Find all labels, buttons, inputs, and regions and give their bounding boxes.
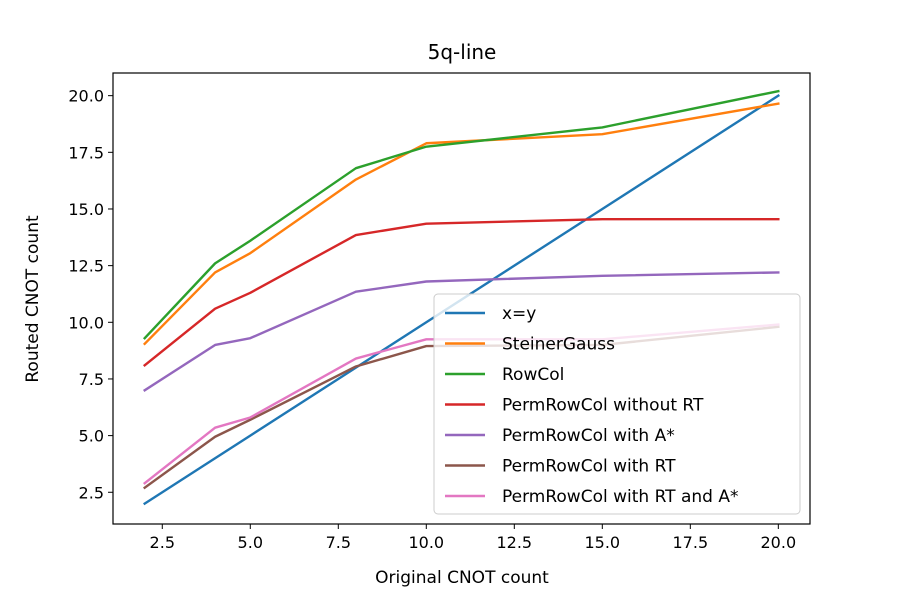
y-tick-label: 5.0: [79, 427, 104, 446]
x-tick-label: 17.5: [673, 533, 709, 552]
legend: x=y SteinerGauss RowCol PermRowCol without …: [433, 293, 801, 515]
plot-frame: [112, 72, 811, 525]
y-tick-label: 20.0: [68, 87, 104, 106]
x-tick-label: 15.0: [584, 533, 620, 552]
legend-label-1: SteinerGauss: [502, 335, 615, 355]
x-tick-label: 10.0: [408, 533, 444, 552]
x-axis-label: Original CNOT count: [375, 568, 549, 588]
legend-label-3: PermRowCol without RT: [502, 396, 704, 416]
x-tick-label: 2.5: [150, 533, 175, 552]
x-axis: 2.5 5.0 7.5 10.0 12.5 15.0 17.5 20.0: [150, 524, 797, 552]
series-line-1: [142, 102, 780, 346]
y-tick-label: 15.0: [68, 200, 104, 219]
x-tick-label: 7.5: [326, 533, 351, 552]
y-tick-label: 10.0: [68, 313, 104, 332]
legend-label-6: PermRowCol with RT and A*: [502, 487, 738, 507]
y-tick-label: 2.5: [79, 483, 104, 502]
y-tick-label: 7.5: [79, 370, 104, 389]
y-axis-label: Routed CNOT count: [23, 215, 43, 383]
series-line-3: [142, 217, 780, 368]
y-tick-label: 17.5: [68, 143, 104, 162]
legend-label-0: x=y: [502, 304, 536, 324]
series-line-4: [143, 271, 780, 392]
chart-title: 5q-line: [428, 40, 497, 64]
x-tick-label: 12.5: [496, 533, 532, 552]
legend-box: [433, 293, 801, 515]
x-tick-label: 5.0: [238, 533, 263, 552]
series-layer: [142, 89, 780, 506]
y-tick-label: 12.5: [68, 257, 104, 276]
legend-items: x=y SteinerGauss RowCol PermRowCol without …: [445, 304, 738, 507]
legend-label-5: PermRowCol with RT: [502, 457, 676, 477]
series-line-2: [142, 89, 780, 340]
x-tick-label: 20.0: [761, 533, 797, 552]
y-axis: 2.5 5.0 7.5 10.0 12.5 15.0 17.5 20.0: [68, 87, 113, 502]
legend-label-4: PermRowCol with A*: [502, 426, 675, 446]
legend-label-2: RowCol: [502, 365, 564, 385]
